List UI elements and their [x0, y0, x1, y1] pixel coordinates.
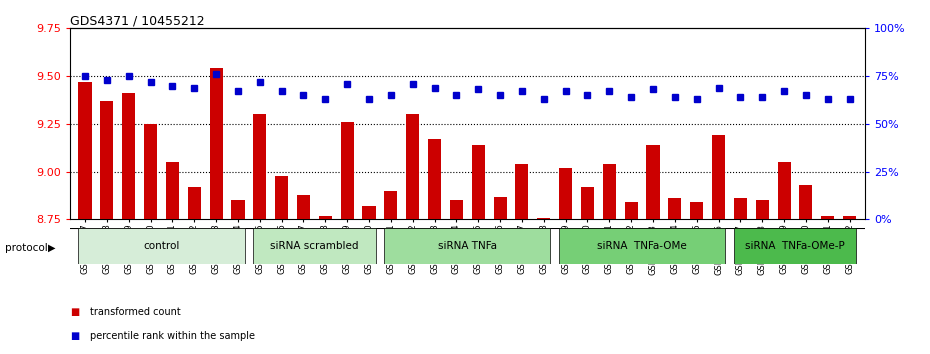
Bar: [384, 228, 551, 264]
Text: ■: ■: [70, 331, 79, 341]
Bar: [844, 216, 857, 219]
Bar: [78, 228, 245, 264]
Bar: [122, 93, 135, 219]
Bar: [734, 228, 857, 264]
Bar: [625, 202, 638, 219]
Bar: [232, 200, 245, 219]
Bar: [538, 218, 551, 219]
Bar: [559, 168, 572, 219]
Bar: [756, 200, 769, 219]
Text: protocol: protocol: [5, 243, 47, 253]
Text: ■: ■: [70, 307, 79, 316]
Bar: [581, 187, 594, 219]
Text: GDS4371 / 10455212: GDS4371 / 10455212: [70, 14, 205, 27]
Bar: [209, 68, 222, 219]
Text: siRNA  TNFa-OMe: siRNA TNFa-OMe: [597, 241, 687, 251]
Bar: [646, 145, 659, 219]
Bar: [319, 216, 332, 219]
Text: transformed count: transformed count: [90, 307, 181, 316]
Bar: [821, 216, 834, 219]
Bar: [166, 162, 179, 219]
Bar: [100, 101, 113, 219]
Bar: [734, 199, 747, 219]
Bar: [515, 164, 528, 219]
Bar: [428, 139, 441, 219]
Bar: [559, 228, 725, 264]
Bar: [494, 196, 507, 219]
Bar: [450, 200, 463, 219]
Text: siRNA  TNFa-OMe-P: siRNA TNFa-OMe-P: [745, 241, 844, 251]
Bar: [690, 202, 703, 219]
Bar: [712, 135, 725, 219]
Text: percentile rank within the sample: percentile rank within the sample: [90, 331, 255, 341]
Bar: [800, 185, 813, 219]
Bar: [340, 122, 353, 219]
Bar: [669, 199, 682, 219]
Bar: [384, 191, 397, 219]
Bar: [188, 187, 201, 219]
Bar: [144, 124, 157, 219]
Text: control: control: [143, 241, 179, 251]
Bar: [253, 228, 376, 264]
Bar: [253, 114, 266, 219]
Bar: [78, 82, 91, 219]
Bar: [363, 206, 376, 219]
Text: siRNA TNFa: siRNA TNFa: [438, 241, 497, 251]
Bar: [406, 114, 419, 219]
Bar: [472, 145, 485, 219]
Bar: [275, 176, 288, 219]
Text: siRNA scrambled: siRNA scrambled: [270, 241, 359, 251]
Bar: [603, 164, 616, 219]
Bar: [297, 195, 310, 219]
Bar: [777, 162, 790, 219]
Text: ▶: ▶: [48, 243, 56, 253]
